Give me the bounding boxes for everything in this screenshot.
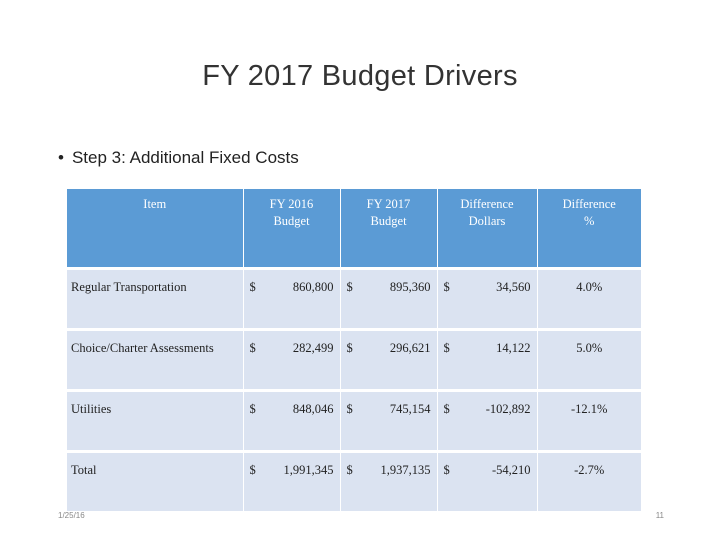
- row-fy2016: $282,499: [243, 328, 341, 391]
- bullet-dot-icon: •: [58, 148, 64, 167]
- header-diff-pct: Difference %: [537, 189, 641, 269]
- row-diff-pct: -12.1%: [537, 389, 641, 452]
- cell-value: 860,800: [292, 280, 334, 294]
- currency-sign: $: [443, 341, 450, 355]
- currency-sign: $: [443, 402, 450, 416]
- row-item: Total: [67, 450, 244, 511]
- header-item: Item: [67, 189, 244, 269]
- row-diff-pct: -2.7%: [537, 450, 641, 511]
- cell-value: 848,046: [292, 402, 334, 416]
- currency-sign: $: [443, 280, 450, 294]
- cell-value: -54,210: [491, 463, 531, 477]
- row-diff-dollars: $ -54,210: [437, 450, 538, 511]
- currency-sign: $: [249, 341, 256, 355]
- row-fy2017: $1,937,135: [340, 450, 438, 511]
- row-diff-dollars: $34,560: [437, 267, 538, 330]
- row-fy2017: $745,154: [340, 389, 438, 452]
- cell-value: 895,360: [389, 280, 431, 294]
- header-fy2016: FY 2016 Budget: [243, 189, 341, 269]
- currency-sign: $: [346, 402, 353, 416]
- cell-value: 14,122: [496, 341, 531, 355]
- bullet-text: Step 3: Additional Fixed Costs: [71, 148, 299, 167]
- currency-sign: $: [346, 280, 353, 294]
- table-header-row: Item FY 2016 Budget FY 2017 Budget Diffe…: [67, 189, 641, 269]
- cell-value: 282,499: [292, 341, 334, 355]
- page-number: 11: [655, 511, 664, 520]
- row-item: Utilities: [67, 389, 244, 452]
- cell-value: 34,560: [496, 280, 531, 294]
- row-fy2016: $848,046: [243, 389, 341, 452]
- currency-sign: $: [249, 402, 256, 416]
- slide-title: FY 2017 Budget Drivers: [202, 60, 518, 92]
- row-diff-pct: 4.0%: [537, 267, 641, 330]
- footer-date: 1/25/16: [58, 511, 85, 520]
- currency-sign: $: [249, 280, 256, 294]
- budget-table: Item FY 2016 Budget FY 2017 Budget Diffe…: [67, 189, 641, 511]
- currency-sign: $: [346, 341, 353, 355]
- cell-value: 1,937,135: [380, 463, 431, 477]
- header-fy2017: FY 2017 Budget: [340, 189, 438, 269]
- table-row: Regular Transportation $860,800 $895,360…: [67, 267, 641, 330]
- cell-value: -102,892: [485, 402, 531, 416]
- row-fy2016: $860,800: [243, 267, 341, 330]
- currency-sign: $: [249, 463, 256, 477]
- table-row-total: Total $1,991,345 $1,937,135 $ -54,210 -2.…: [67, 450, 641, 511]
- cell-value: 745,154: [389, 402, 431, 416]
- bullet-point: • Step 3: Additional Fixed Costs: [58, 148, 299, 168]
- header-diff-dollars: Difference Dollars: [437, 189, 538, 269]
- row-item: Choice/Charter Assessments: [67, 328, 244, 391]
- row-diff-dollars: $ -102,892: [437, 389, 538, 452]
- row-fy2017: $895,360: [340, 267, 438, 330]
- cell-value: 296,621: [389, 341, 431, 355]
- row-fy2017: $296,621: [340, 328, 438, 391]
- currency-sign: $: [443, 463, 450, 477]
- row-fy2016: $1,991,345: [243, 450, 341, 511]
- row-item: Regular Transportation: [67, 267, 244, 330]
- currency-sign: $: [346, 463, 353, 477]
- cell-value: 1,991,345: [283, 463, 334, 477]
- row-diff-pct: 5.0%: [537, 328, 641, 391]
- table-row: Choice/Charter Assessments $282,499 $296…: [67, 328, 641, 391]
- row-diff-dollars: $14,122: [437, 328, 538, 391]
- table-row: Utilities $848,046 $745,154 $ -102,892 -1…: [67, 389, 641, 452]
